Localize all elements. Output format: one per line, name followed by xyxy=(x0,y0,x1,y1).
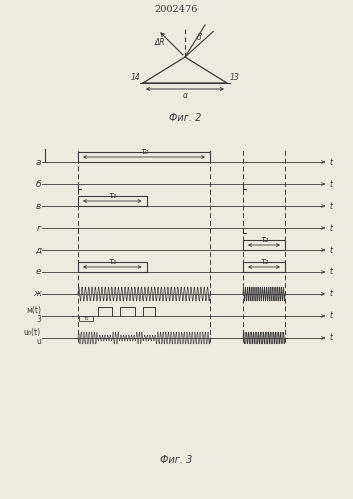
Text: t: t xyxy=(330,246,333,254)
Text: б: б xyxy=(36,180,41,189)
Text: 14: 14 xyxy=(130,73,140,82)
Text: τ₁: τ₁ xyxy=(108,257,116,266)
Text: t: t xyxy=(330,289,333,298)
Text: t: t xyxy=(330,202,333,211)
Text: д: д xyxy=(35,246,41,254)
Text: ΔR: ΔR xyxy=(155,37,165,46)
Text: 3: 3 xyxy=(36,315,41,324)
Text: t: t xyxy=(330,333,333,342)
Text: Фиг. 3: Фиг. 3 xyxy=(160,455,192,465)
Text: t: t xyxy=(330,267,333,276)
Text: в: в xyxy=(36,202,41,211)
Text: τ₀: τ₀ xyxy=(140,147,148,156)
Bar xyxy=(243,240,285,250)
Text: 2002476: 2002476 xyxy=(154,5,198,14)
Text: τ₂: τ₂ xyxy=(260,235,268,244)
Bar xyxy=(79,316,93,320)
Bar xyxy=(78,196,146,206)
Bar xyxy=(78,262,146,272)
Text: t: t xyxy=(330,180,333,189)
Text: t: t xyxy=(330,311,333,320)
Text: 13: 13 xyxy=(230,73,240,82)
Text: u₀(t): u₀(t) xyxy=(24,328,41,337)
Bar xyxy=(243,262,285,272)
Text: t: t xyxy=(330,224,333,233)
Text: а: а xyxy=(36,158,41,167)
Text: τ₂: τ₂ xyxy=(260,257,268,266)
Text: е: е xyxy=(36,267,41,276)
Bar xyxy=(78,152,210,162)
Text: u: u xyxy=(36,337,41,346)
Text: α: α xyxy=(183,91,187,100)
Text: м(t): м(t) xyxy=(26,306,41,315)
Text: t: t xyxy=(330,158,333,167)
Text: г: г xyxy=(36,224,41,233)
Text: τ₁: τ₁ xyxy=(108,191,116,200)
Text: Фиг. 2: Фиг. 2 xyxy=(169,113,201,123)
Text: τ₂: τ₂ xyxy=(83,316,89,321)
Text: δ': δ' xyxy=(197,32,204,41)
Text: ж: ж xyxy=(33,289,41,298)
